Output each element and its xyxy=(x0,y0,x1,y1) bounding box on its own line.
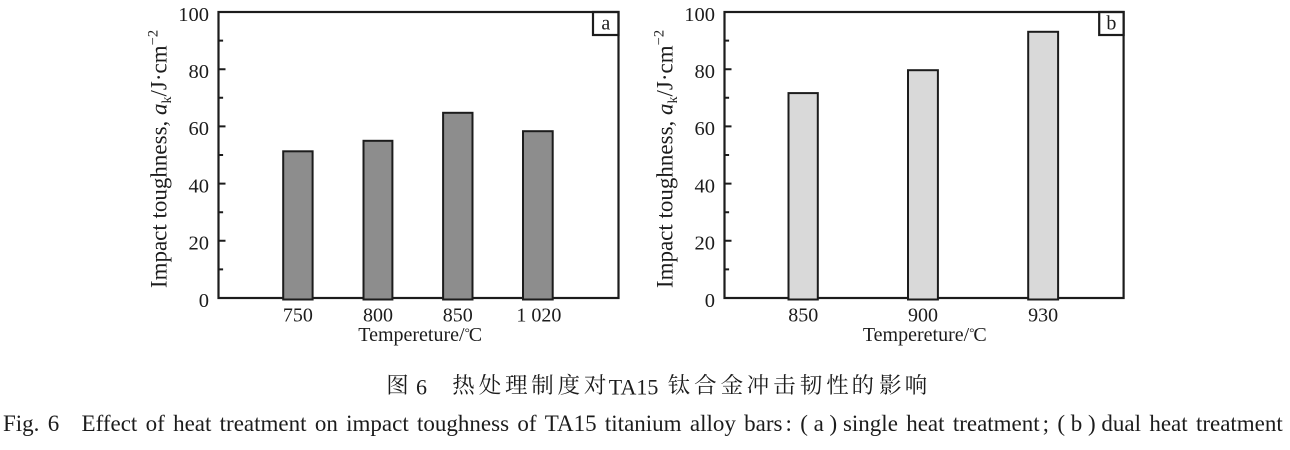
svg-text:850: 850 xyxy=(443,305,473,327)
svg-text:Impact toughness, ak/J·cm−2: Impact toughness, ak/J·cm−2 xyxy=(652,30,682,288)
svg-text:800: 800 xyxy=(363,305,393,327)
svg-text:Tempereture/°C: Tempereture/°C xyxy=(358,324,482,346)
svg-text:20: 20 xyxy=(189,233,210,255)
svg-text:60: 60 xyxy=(695,118,716,140)
svg-text:20: 20 xyxy=(695,233,716,255)
svg-text:1 020: 1 020 xyxy=(516,305,561,327)
svg-text:a: a xyxy=(601,13,610,35)
svg-text:6: 6 xyxy=(416,375,427,400)
svg-text:80: 80 xyxy=(695,61,716,83)
svg-text:Impact toughness, ak/J·cm−2: Impact toughness, ak/J·cm−2 xyxy=(146,30,176,288)
svg-text:850: 850 xyxy=(788,305,818,327)
svg-text:900: 900 xyxy=(908,305,938,327)
svg-text:40: 40 xyxy=(189,175,210,197)
svg-text:100: 100 xyxy=(684,4,715,26)
svg-text:0: 0 xyxy=(199,290,209,312)
svg-text:40: 40 xyxy=(695,175,716,197)
svg-text:60: 60 xyxy=(189,118,210,140)
svg-text:0: 0 xyxy=(705,290,715,312)
svg-text:750: 750 xyxy=(283,305,313,327)
svg-text:Tempereture/°C: Tempereture/°C xyxy=(863,324,987,346)
svg-text:930: 930 xyxy=(1028,305,1058,327)
svg-text:80: 80 xyxy=(189,61,210,83)
svg-text:TA15: TA15 xyxy=(609,375,659,400)
svg-text:b: b xyxy=(1106,13,1116,35)
svg-text:100: 100 xyxy=(178,4,209,26)
